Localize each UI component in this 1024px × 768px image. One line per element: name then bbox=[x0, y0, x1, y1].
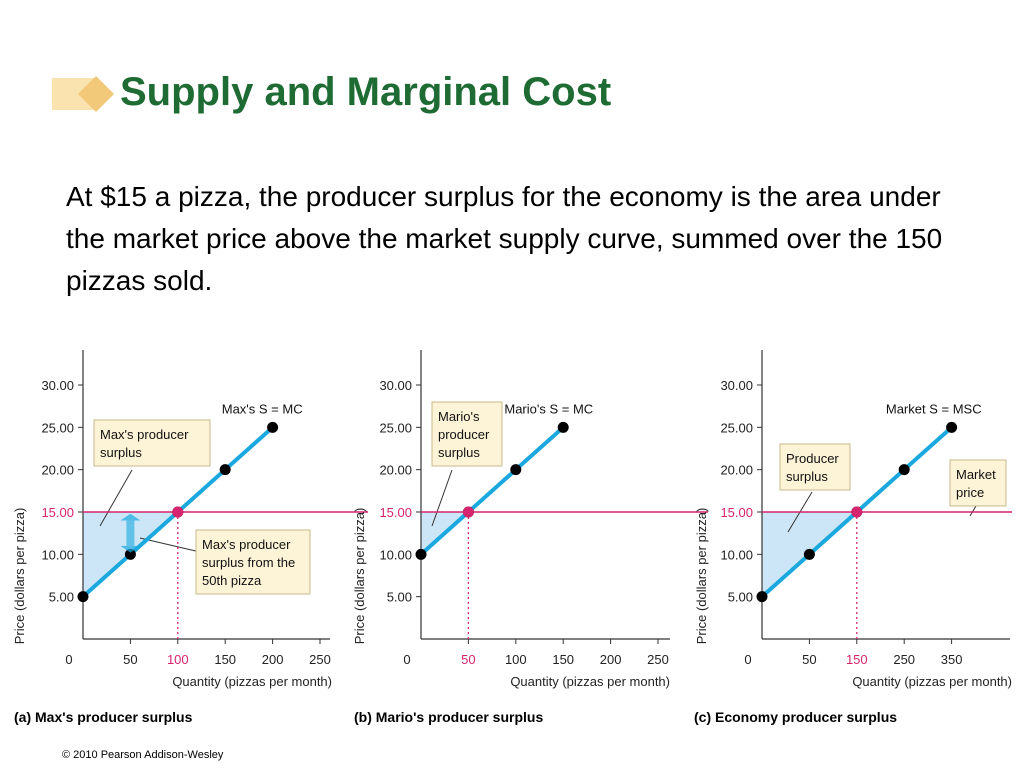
annotation-text-line: surplus bbox=[786, 469, 828, 484]
supply-curve-label: Max's S = MC bbox=[222, 401, 303, 416]
supply-point bbox=[756, 591, 768, 603]
x-tick-label: 150 bbox=[214, 652, 236, 667]
y-tick-label: 25.00 bbox=[720, 420, 753, 435]
annotation-text: Max's producer bbox=[202, 537, 291, 552]
supply-point bbox=[898, 464, 910, 476]
chart-caption: (a) Max's producer surplus bbox=[14, 709, 193, 725]
annotation-mario-producer-surplus: Mario's producer surplus bbox=[431, 401, 503, 527]
annotation-text: Producer bbox=[786, 451, 839, 466]
y-axis-label: Price (dollars per pizza) bbox=[352, 508, 367, 645]
supply-point bbox=[946, 421, 958, 433]
y-tick-label: 15.00 bbox=[379, 505, 412, 520]
annotation-economy-producer-surplus: Producer surplus bbox=[779, 443, 851, 533]
annotation-text: Mario's bbox=[438, 409, 480, 424]
supply-point bbox=[267, 421, 279, 433]
slide-title: Supply and Marginal Cost bbox=[120, 70, 612, 114]
chart-caption: (c) Economy producer surplus bbox=[694, 709, 897, 725]
arrow-shaft bbox=[126, 520, 135, 546]
annotation-text-line: 50th pizza bbox=[202, 573, 262, 588]
supply-point bbox=[803, 548, 815, 560]
x-axis-label: Quantity (pizzas per month) bbox=[172, 674, 332, 689]
y-tick-label: 30.00 bbox=[41, 378, 74, 393]
arrow-head-up bbox=[120, 513, 141, 521]
annotation-max-50th-pizza: Max's producer surplus from the 50th pizza bbox=[139, 529, 311, 595]
x-tick-label: 250 bbox=[309, 652, 331, 667]
annotation-text-line: surplus from the bbox=[202, 555, 295, 570]
charts-figure: (a) Max's producer surplus Price (dollar… bbox=[12, 350, 1012, 725]
supply-curve-label: Mario's S = MC bbox=[504, 401, 593, 416]
y-tick-label: 5.00 bbox=[387, 590, 412, 605]
chart-panel-max: (a) Max's producer surplus Price (dollar… bbox=[12, 350, 368, 725]
equilibrium-point bbox=[172, 506, 184, 518]
annotation-market-price: Market price bbox=[949, 459, 1007, 517]
supply-point bbox=[124, 548, 136, 560]
x-tick-label: 0 bbox=[403, 652, 410, 667]
supply-point bbox=[77, 591, 89, 603]
y-tick-label: 10.00 bbox=[720, 547, 753, 562]
chart-panel-mario: (b) Mario's producer surplus Price (doll… bbox=[352, 350, 708, 725]
annotation-text-line: producer bbox=[438, 427, 490, 442]
supply-curve-label: Market S = MSC bbox=[886, 401, 982, 416]
supply-curve-line bbox=[419, 425, 565, 556]
x-tick-label: 150 bbox=[552, 652, 574, 667]
y-tick-label: 15.00 bbox=[720, 505, 753, 520]
y-tick-label: 5.00 bbox=[49, 590, 74, 605]
x-tick-label: 100 bbox=[505, 652, 527, 667]
equilibrium-point bbox=[462, 506, 474, 518]
y-tick-label: 25.00 bbox=[379, 420, 412, 435]
x-tick-label: 0 bbox=[744, 652, 751, 667]
y-tick-label: 25.00 bbox=[41, 420, 74, 435]
y-tick-label: 20.00 bbox=[720, 463, 753, 478]
x-tick-label: 100 bbox=[167, 652, 189, 667]
y-tick-label: 15.00 bbox=[41, 505, 74, 520]
y-tick-label: 5.00 bbox=[728, 590, 753, 605]
x-tick-label: 0 bbox=[65, 652, 72, 667]
chart-panel-economy: (c) Economy producer surplus Price (doll… bbox=[694, 350, 1012, 725]
y-tick-label: 10.00 bbox=[41, 547, 74, 562]
x-tick-label: 250 bbox=[893, 652, 915, 667]
y-tick-label: 20.00 bbox=[41, 463, 74, 478]
surplus-50th-pizza-arrow bbox=[120, 513, 141, 553]
copyright-notice: © 2010 Pearson Addison-Wesley bbox=[62, 749, 224, 761]
chart-caption: (b) Mario's producer surplus bbox=[354, 709, 543, 725]
y-tick-label: 30.00 bbox=[379, 378, 412, 393]
x-tick-label: 350 bbox=[941, 652, 963, 667]
title-bullet-icon bbox=[52, 76, 114, 112]
slide-body-text: At $15 a pizza, the producer surplus for… bbox=[66, 181, 943, 296]
x-tick-label: 150 bbox=[846, 652, 868, 667]
x-tick-label: 50 bbox=[461, 652, 475, 667]
y-tick-label: 10.00 bbox=[379, 547, 412, 562]
y-tick-label: 20.00 bbox=[379, 463, 412, 478]
annotation-text-line: surplus bbox=[100, 445, 142, 460]
supply-point bbox=[557, 421, 569, 433]
x-tick-label: 200 bbox=[600, 652, 622, 667]
x-tick-label: 200 bbox=[262, 652, 284, 667]
annotation-max-producer-surplus: Max's producer surplus bbox=[93, 419, 211, 527]
equilibrium-point bbox=[851, 506, 863, 518]
annotation-text-line: surplus bbox=[438, 445, 480, 460]
x-tick-label: 250 bbox=[647, 652, 669, 667]
y-axis-label: Price (dollars per pizza) bbox=[12, 508, 27, 645]
annotation-text: Max's producer bbox=[100, 427, 189, 442]
supply-point bbox=[510, 464, 522, 476]
y-axis-label: Price (dollars per pizza) bbox=[694, 508, 709, 645]
x-axis-label: Quantity (pizzas per month) bbox=[510, 674, 670, 689]
annotation-text-line: price bbox=[956, 485, 984, 500]
x-axis-label: Quantity (pizzas per month) bbox=[852, 674, 1012, 689]
y-tick-label: 30.00 bbox=[720, 378, 753, 393]
x-tick-label: 50 bbox=[802, 652, 816, 667]
x-tick-label: 50 bbox=[123, 652, 137, 667]
supply-point bbox=[219, 464, 231, 476]
supply-point bbox=[415, 548, 427, 560]
annotation-text: Market bbox=[956, 467, 996, 482]
arrow-head-down bbox=[120, 545, 141, 553]
